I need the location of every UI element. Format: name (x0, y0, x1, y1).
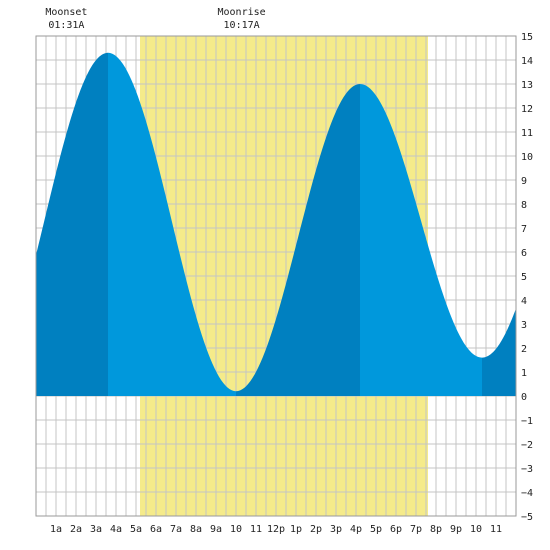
y-tick-label: 0 (521, 392, 527, 403)
x-tick-label: 2p (310, 524, 322, 535)
x-tick-label: 4a (110, 524, 122, 535)
y-tick-label: 14 (521, 56, 533, 67)
y-tick-label: −4 (521, 488, 533, 499)
x-tick-label: 10 (230, 524, 242, 535)
x-tick-label: 10 (470, 524, 482, 535)
x-tick-label: 6p (390, 524, 402, 535)
y-tick-label: 13 (521, 80, 533, 91)
tide-area-rising (236, 84, 360, 396)
x-tick-label: 9a (210, 524, 222, 535)
y-tick-label: 5 (521, 272, 527, 283)
x-tick-label: 11 (250, 524, 262, 535)
annotation-time: 10:17A (224, 20, 260, 31)
x-tick-label: 5p (370, 524, 382, 535)
x-tick-label: 8p (430, 524, 442, 535)
x-tick-label: 7a (170, 524, 182, 535)
tide-area-falling (360, 84, 482, 396)
y-tick-label: 11 (521, 128, 533, 139)
x-tick-label: 11 (490, 524, 502, 535)
x-tick-label: 7p (410, 524, 422, 535)
y-tick-label: 10 (521, 152, 533, 163)
y-tick-label: 15 (521, 32, 533, 43)
annotation-layer: Moonset 01:31A Moonrise 10:17A (45, 7, 265, 31)
x-tick-label: 9p (450, 524, 462, 535)
y-tick-label: −2 (521, 440, 533, 451)
y-tick-label: 4 (521, 296, 527, 307)
y-tick-label: 9 (521, 176, 527, 187)
annotation-label: Moonset (45, 7, 87, 18)
x-tick-label: 4p (350, 524, 362, 535)
tide-area-rising (36, 52, 108, 397)
x-tick-label: 1a (50, 524, 62, 535)
x-tick-label: 3a (90, 524, 102, 535)
y-tick-label: −5 (521, 512, 533, 523)
y-tick-label: −3 (521, 464, 533, 475)
y-tick-label: 1 (521, 368, 527, 379)
tide-area-falling (108, 52, 236, 397)
tide-area-layer (36, 52, 516, 397)
y-tick-label: 8 (521, 200, 527, 211)
annotation-time: 01:31A (48, 20, 84, 31)
tide-area-rising (482, 308, 516, 396)
y-tick-label: 7 (521, 224, 527, 235)
x-tick-label: 3p (330, 524, 342, 535)
annotation-label: Moonrise (218, 7, 266, 18)
x-tick-label: 5a (130, 524, 142, 535)
y-tick-label: −1 (521, 416, 533, 427)
plot-border (35, 35, 517, 517)
x-tick-label: 6a (150, 524, 162, 535)
y-tick-label: 3 (521, 320, 527, 331)
x-tick-label: 12p (267, 524, 285, 535)
x-tick-label: 2a (70, 524, 82, 535)
x-tick-label: 1p (290, 524, 302, 535)
x-tick-label: 8a (190, 524, 202, 535)
y-tick-label: 6 (521, 248, 527, 259)
y-tick-label: 12 (521, 104, 533, 115)
y-tick-label: 2 (521, 344, 527, 355)
